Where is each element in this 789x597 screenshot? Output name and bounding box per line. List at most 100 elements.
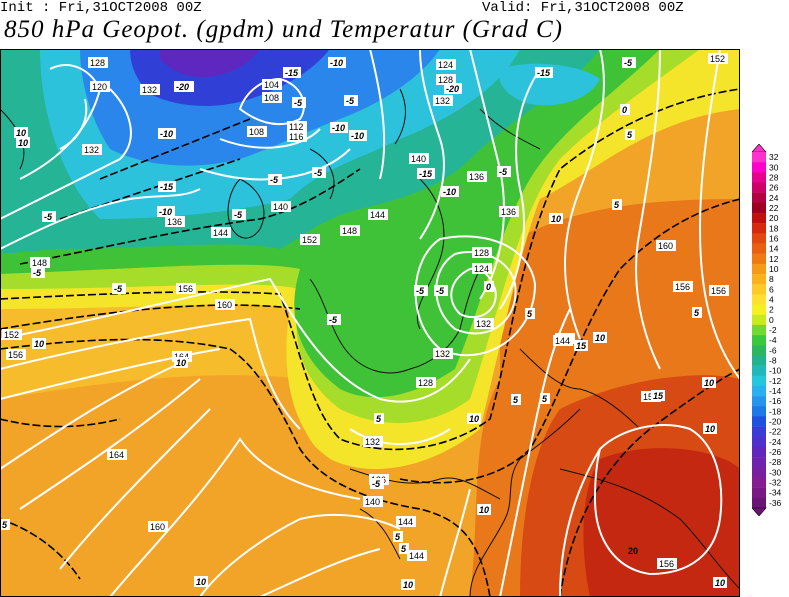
temp-field-cold-pocket [499, 63, 600, 106]
t-label-34: 10 [32, 338, 46, 349]
legend-level-label: -6 [769, 345, 777, 355]
gp-label-8: 116 [287, 131, 307, 142]
legend-level-label: 16 [769, 233, 779, 243]
valid-time: Valid: Fri,31OCT2008 00Z [482, 0, 684, 16]
legend-band [752, 416, 766, 427]
legend-band [752, 152, 766, 163]
svg-text:5: 5 [694, 308, 700, 318]
color-legend: 32302826242220181614121086420-2-4-6-8-10… [752, 144, 782, 516]
svg-text:10: 10 [551, 214, 561, 224]
svg-text:144: 144 [370, 210, 385, 220]
t-label-21: -5 [112, 283, 126, 294]
svg-text:136: 136 [501, 207, 516, 217]
gp-label-7: 112 [287, 121, 307, 132]
gp-label-10: 124 [436, 59, 456, 70]
legend-level-label: 6 [769, 284, 774, 294]
legend-band [752, 284, 766, 295]
svg-text:-10: -10 [351, 131, 364, 141]
gp-label-11: 128 [436, 74, 456, 85]
gp-label-13: 140 [409, 153, 429, 164]
t-label-7: -5 [292, 97, 306, 108]
legend-level-label: -36 [769, 498, 782, 508]
svg-text:124: 124 [474, 264, 489, 274]
t-label-3: -10 [328, 57, 346, 68]
legend-level-label: -22 [769, 427, 782, 437]
svg-text:-5: -5 [44, 212, 53, 222]
t-label-29: 5 [612, 199, 622, 210]
t-label-39: 5 [511, 394, 521, 405]
temp-field-warm-coast [300, 399, 440, 465]
legend-level-label: -12 [769, 376, 782, 386]
svg-text:148: 148 [32, 258, 47, 268]
legend-level-label: -26 [769, 447, 782, 457]
legend-band [752, 375, 766, 387]
gp-label-44: 144 [553, 335, 573, 346]
gp-label-15: 136 [499, 206, 519, 217]
svg-text:156: 156 [675, 282, 690, 292]
gp-label-46: 160 [148, 521, 168, 532]
svg-text:5: 5 [2, 520, 8, 530]
svg-text:0: 0 [486, 282, 491, 292]
legend-level-label: -10 [769, 366, 782, 376]
svg-text:0: 0 [622, 105, 627, 115]
legend-band [752, 436, 766, 448]
legend-level-label: -20 [769, 417, 782, 427]
legend-band [752, 192, 766, 204]
svg-text:136: 136 [469, 172, 484, 182]
gp-label-48: 20 [628, 546, 638, 556]
svg-text:128: 128 [474, 248, 489, 258]
svg-text:140: 140 [411, 154, 426, 164]
legend-level-label: 30 [769, 162, 779, 172]
gp-label-37: 132 [474, 318, 494, 329]
t-label-46: 15 [651, 390, 665, 401]
svg-text:-5: -5 [372, 479, 381, 489]
legend-band [752, 202, 766, 214]
legend-band [752, 406, 766, 417]
t-label-2: -15 [283, 67, 301, 78]
svg-text:156: 156 [643, 392, 658, 402]
legend-level-label: 2 [769, 305, 774, 315]
svg-text:-10: -10 [330, 58, 343, 68]
legend-level-label: -4 [769, 335, 777, 345]
legend-band [752, 426, 766, 437]
legend-level-label: -8 [769, 356, 777, 366]
weather-map: 128 120 132 132 108 104 112 116 108 124 … [0, 49, 740, 597]
legend-level-label: 28 [769, 172, 779, 182]
legend-level-label: 4 [769, 294, 774, 304]
legend-band [752, 396, 766, 407]
svg-text:5: 5 [401, 544, 407, 554]
legend-level-label: -34 [769, 488, 782, 498]
svg-text:10: 10 [715, 578, 725, 588]
t-label-43: 10 [194, 576, 208, 587]
legend-band [752, 345, 766, 356]
t-label-45: 15 [574, 340, 588, 351]
svg-text:132: 132 [84, 145, 99, 155]
svg-text:120: 120 [92, 82, 107, 92]
t-label-19: -5 [434, 285, 448, 296]
legend-band [752, 233, 766, 244]
svg-text:-20: -20 [446, 84, 459, 94]
t-label-37: 10 [16, 137, 30, 148]
svg-text:108: 108 [249, 127, 264, 137]
gp-label-38: 132 [433, 348, 453, 359]
gp-label-12: 132 [433, 95, 453, 106]
gp-label-29: 160 [656, 240, 676, 251]
gp-label-33: 156 [6, 349, 26, 360]
svg-text:10: 10 [403, 580, 413, 590]
temperature-isolines [0, 88, 740, 597]
svg-text:160: 160 [658, 241, 673, 251]
t-label-20: -5 [327, 314, 341, 325]
svg-text:128: 128 [418, 378, 433, 388]
svg-text:144: 144 [409, 551, 424, 561]
svg-text:-10: -10 [443, 187, 456, 197]
svg-text:10: 10 [704, 378, 714, 388]
legend-band [752, 457, 766, 468]
legend-band [752, 243, 766, 254]
gp-label-31: 156 [709, 285, 729, 296]
legend-level-label: 26 [769, 183, 779, 193]
legend-level-label: -24 [769, 437, 782, 447]
svg-text:5: 5 [376, 414, 382, 424]
t-label-40: 10 [593, 332, 607, 343]
gp-label-16: 136 [165, 216, 185, 227]
gp-label-22: 152 [300, 234, 320, 245]
